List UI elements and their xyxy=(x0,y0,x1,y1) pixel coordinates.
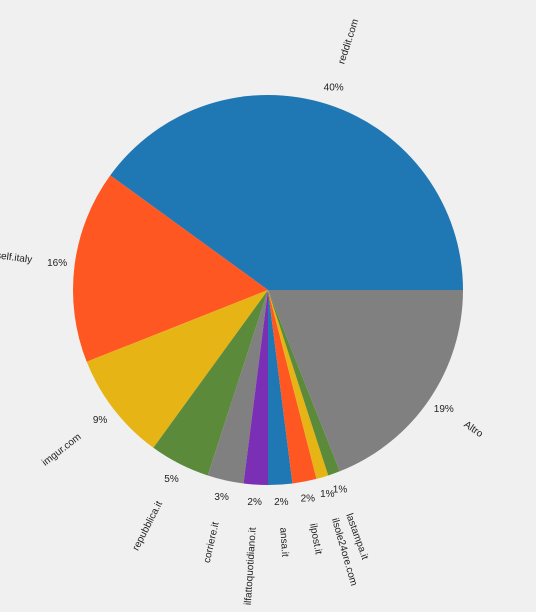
pct-label: 9% xyxy=(93,415,108,426)
pct-label: 2% xyxy=(274,497,289,508)
category-label: ilpost.it xyxy=(307,523,324,556)
pct-label: 3% xyxy=(214,492,229,503)
pie-slices xyxy=(73,95,463,485)
pct-label: 40% xyxy=(324,82,344,93)
category-label: self.italy xyxy=(0,250,33,265)
category-label: corriere.it xyxy=(202,521,222,564)
category-label: ilfattoquotidiano.it xyxy=(243,527,259,606)
pct-label: 2% xyxy=(247,497,262,508)
category-label: Altro xyxy=(462,419,486,440)
pct-label: 1% xyxy=(333,485,348,496)
pct-label: 5% xyxy=(164,474,179,485)
category-label: repubblica.it xyxy=(131,499,165,552)
pct-label: 2% xyxy=(301,493,316,504)
pct-label: 19% xyxy=(434,404,454,415)
pie-chart: 40%16%9%5%3%2%2%2%1%1%19%reddit.comself.… xyxy=(0,0,536,612)
category-label: ansa.it xyxy=(277,527,290,557)
pct-label: 16% xyxy=(47,258,67,269)
category-label: reddit.com xyxy=(336,18,361,66)
category-label: imgur.com xyxy=(40,432,83,469)
